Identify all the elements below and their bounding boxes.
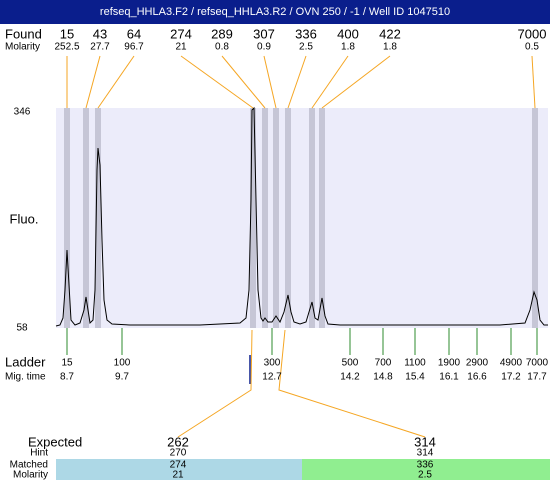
ladder-size: 7000 (526, 358, 549, 369)
peak-connector (221, 55, 266, 109)
found-molarity: 96.7 (124, 42, 144, 53)
y-axis-label: Fluo. (10, 211, 39, 226)
ladder-time: 17.2 (501, 372, 521, 383)
peak-band (250, 108, 256, 328)
found-molarity: 0.9 (257, 42, 271, 53)
found-size: 336 (295, 26, 317, 41)
peak-connector (311, 55, 349, 109)
molarity-value: 2.5 (418, 470, 432, 480)
peak-band (95, 108, 101, 328)
expected-label: Expected (28, 434, 82, 449)
peak-band (532, 108, 538, 328)
found-size: 422 (379, 26, 401, 41)
y-bottom-label: 58 (16, 323, 28, 334)
peak-band (319, 108, 325, 328)
peak-connector (97, 55, 135, 109)
matched-value: 274 (170, 460, 187, 471)
found-size: 43 (93, 26, 107, 41)
found-size: 7000 (518, 26, 547, 41)
ladder-time: 16.1 (439, 372, 459, 383)
ladder-size: 15 (61, 358, 73, 369)
found-size: 307 (253, 26, 275, 41)
molarity-label: Molarity (5, 42, 40, 53)
ladder-time: 17.7 (527, 372, 547, 383)
peak-connector (180, 55, 254, 109)
ladder-size: 2900 (466, 358, 489, 369)
ladder-size: 500 (342, 358, 359, 369)
found-size: 400 (337, 26, 359, 41)
hint-value: 270 (170, 448, 187, 459)
expected-molarity-label: Molarity (13, 470, 48, 480)
mig-time-label: Mig. time (5, 372, 46, 383)
found-molarity: 1.8 (383, 42, 397, 53)
expected-size: 262 (167, 434, 189, 449)
ladder-size: 300 (264, 358, 281, 369)
ladder-time: 15.4 (405, 372, 425, 383)
found-molarity: 21 (175, 42, 187, 53)
found-molarity: 252.5 (54, 42, 79, 53)
peak-band (83, 108, 89, 328)
expected-connector (278, 329, 426, 438)
matched-label: Matched (10, 460, 48, 471)
found-molarity: 1.8 (341, 42, 355, 53)
matched-value: 336 (417, 460, 434, 471)
found-size: 274 (170, 26, 192, 41)
found-molarity: 2.5 (299, 42, 313, 53)
hint-label: Hint (30, 448, 48, 459)
ladder-size: 1900 (438, 358, 461, 369)
title: refseq_HHLA3.F2 / refseq_HHLA3.R2 / OVN … (100, 6, 450, 18)
ladder-time: 16.6 (467, 372, 487, 383)
peak-connector (531, 55, 536, 109)
peak-band (285, 108, 291, 328)
peak-band (309, 108, 315, 328)
ladder-time: 9.7 (115, 372, 129, 383)
found-molarity: 0.8 (215, 42, 229, 53)
ladder-size: 1100 (404, 358, 426, 369)
peak-connector (287, 55, 307, 109)
expected-size: 314 (414, 434, 436, 449)
peak-connector (85, 55, 101, 109)
trace (55, 106, 548, 327)
matched-band (56, 459, 302, 480)
found-molarity: 0.5 (525, 42, 539, 53)
found-size: 289 (211, 26, 233, 41)
ladder-time: 14.8 (373, 372, 393, 383)
ladder-time: 12.7 (262, 372, 282, 383)
matched-band (302, 459, 550, 480)
found-label: Found (5, 26, 42, 41)
peak-band (273, 108, 279, 328)
found-size: 64 (127, 26, 141, 41)
y-top-label: 346 (14, 107, 31, 118)
plot-area (56, 108, 548, 328)
ladder-size: 100 (114, 358, 131, 369)
ladder-size: 700 (375, 358, 392, 369)
peak-band (64, 108, 70, 328)
ladder-label: Ladder (5, 354, 46, 369)
peak-connector (263, 55, 277, 109)
peak-band (262, 108, 268, 328)
peak-connector (321, 55, 391, 109)
expected-connector (177, 329, 253, 438)
hint-value: 314 (417, 448, 434, 459)
title-bar (0, 0, 550, 24)
ladder-time: 8.7 (60, 372, 74, 383)
molarity-value: 21 (172, 470, 184, 480)
found-molarity: 27.7 (90, 42, 110, 53)
ladder-time: 14.2 (340, 372, 360, 383)
ladder-size: 4900 (500, 358, 523, 369)
found-size: 15 (60, 26, 74, 41)
